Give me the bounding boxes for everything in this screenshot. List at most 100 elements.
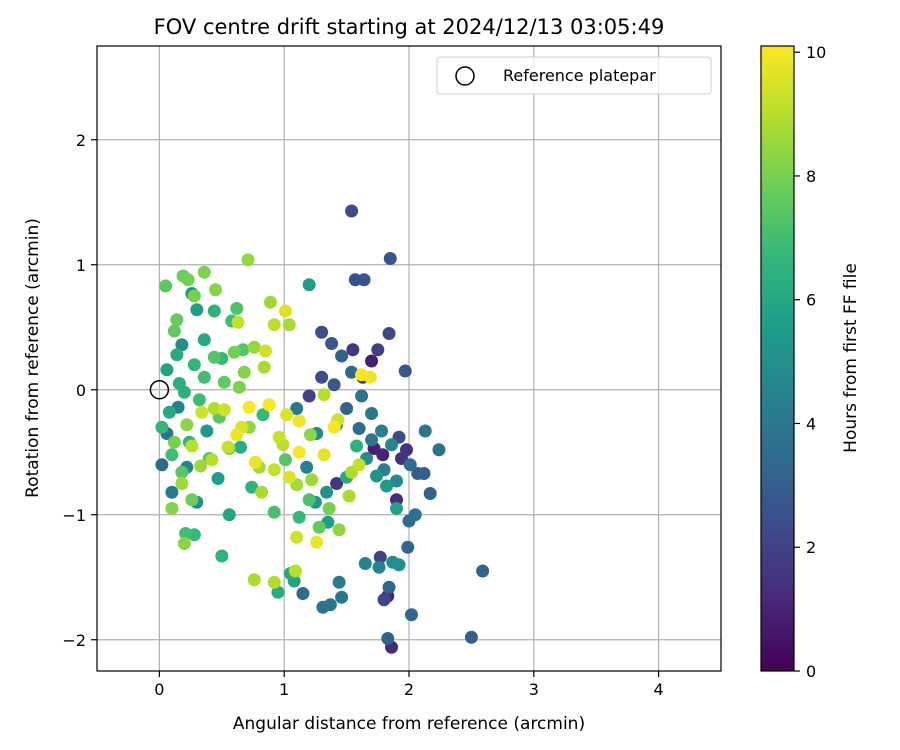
data-point <box>377 593 391 607</box>
data-point <box>376 448 390 462</box>
data-point <box>346 343 360 357</box>
data-point <box>423 487 437 500</box>
data-point <box>231 315 245 329</box>
data-point <box>282 470 296 484</box>
data-point <box>247 573 261 587</box>
data-point <box>170 313 184 327</box>
data-point <box>155 458 169 472</box>
data-point <box>165 502 179 515</box>
data-point <box>340 402 354 415</box>
data-point <box>432 443 446 457</box>
data-point <box>267 463 281 477</box>
grid <box>97 46 721 671</box>
legend-label: Reference platepar <box>503 66 656 85</box>
data-point <box>292 510 306 524</box>
data-point <box>300 460 314 474</box>
data-point <box>237 365 251 379</box>
x-tick-label: 4 <box>654 680 664 699</box>
data-points <box>155 204 490 654</box>
data-point <box>398 364 412 378</box>
data-point <box>255 485 269 499</box>
data-point <box>320 485 334 499</box>
data-point <box>248 455 262 469</box>
data-point <box>310 535 324 549</box>
data-point <box>365 407 379 420</box>
data-point <box>165 485 179 499</box>
data-point <box>165 448 179 462</box>
data-point <box>267 575 281 589</box>
legend: Reference platepar <box>436 56 712 95</box>
data-point <box>385 438 399 452</box>
data-point <box>325 337 339 350</box>
data-point <box>322 502 336 515</box>
data-point <box>355 368 369 382</box>
x-axis: 0 1 2 3 4 <box>154 671 664 699</box>
data-point <box>373 550 387 564</box>
data-point <box>335 590 349 604</box>
x-tick-label: 3 <box>529 680 539 699</box>
data-point <box>175 477 189 490</box>
data-point <box>464 630 478 644</box>
data-point <box>327 420 341 434</box>
data-point <box>209 283 223 297</box>
data-point <box>372 560 386 574</box>
data-point <box>197 333 211 347</box>
data-point <box>167 435 181 449</box>
data-point <box>357 273 371 287</box>
data-point <box>302 278 316 292</box>
data-point <box>401 540 415 554</box>
data-point <box>167 324 181 338</box>
colorbar-tick-label: 6 <box>806 291 816 310</box>
data-point <box>332 575 346 589</box>
data-point <box>177 537 191 550</box>
data-point <box>352 422 366 435</box>
data-point <box>476 564 490 578</box>
data-point <box>185 493 199 507</box>
data-point <box>335 349 349 363</box>
colorbar-ticks: 0 2 4 6 8 10 <box>794 43 826 681</box>
data-point <box>382 327 396 340</box>
data-point <box>317 388 331 402</box>
data-point <box>194 459 208 473</box>
data-point <box>371 343 385 357</box>
data-point <box>180 418 194 432</box>
data-point <box>278 453 292 467</box>
data-point <box>222 508 236 522</box>
data-point <box>159 279 173 293</box>
data-point <box>256 408 270 422</box>
data-point <box>187 358 201 372</box>
data-point <box>365 433 379 447</box>
y-tick-label: −1 <box>62 506 86 525</box>
colorbar-tick-label: 0 <box>806 662 816 681</box>
data-point <box>290 530 304 544</box>
data-point <box>190 303 204 317</box>
data-point <box>288 564 302 578</box>
data-point <box>234 440 248 454</box>
data-point <box>292 445 306 459</box>
data-point <box>302 493 316 507</box>
data-point <box>257 360 271 374</box>
data-point <box>350 439 364 453</box>
y-axis-label: Rotation from reference (arcmin) <box>23 218 43 498</box>
colorbar-tick-label: 8 <box>806 167 816 186</box>
data-point <box>390 502 404 515</box>
data-point <box>355 389 369 403</box>
data-point <box>327 378 341 392</box>
colorbar-gradient <box>760 45 795 672</box>
data-point <box>392 558 406 572</box>
data-point <box>197 370 211 384</box>
data-point <box>317 448 331 462</box>
data-point <box>404 608 418 622</box>
y-tick-label: 2 <box>76 131 86 150</box>
data-point <box>267 318 281 332</box>
data-point <box>230 428 244 442</box>
data-point <box>262 398 276 412</box>
y-tick-label: 1 <box>76 256 86 275</box>
data-point <box>242 400 256 414</box>
data-point <box>296 587 310 600</box>
data-point <box>278 304 292 318</box>
data-point <box>181 273 195 287</box>
data-point <box>382 580 396 594</box>
x-axis-label: Angular distance from reference (arcmin) <box>233 714 585 734</box>
